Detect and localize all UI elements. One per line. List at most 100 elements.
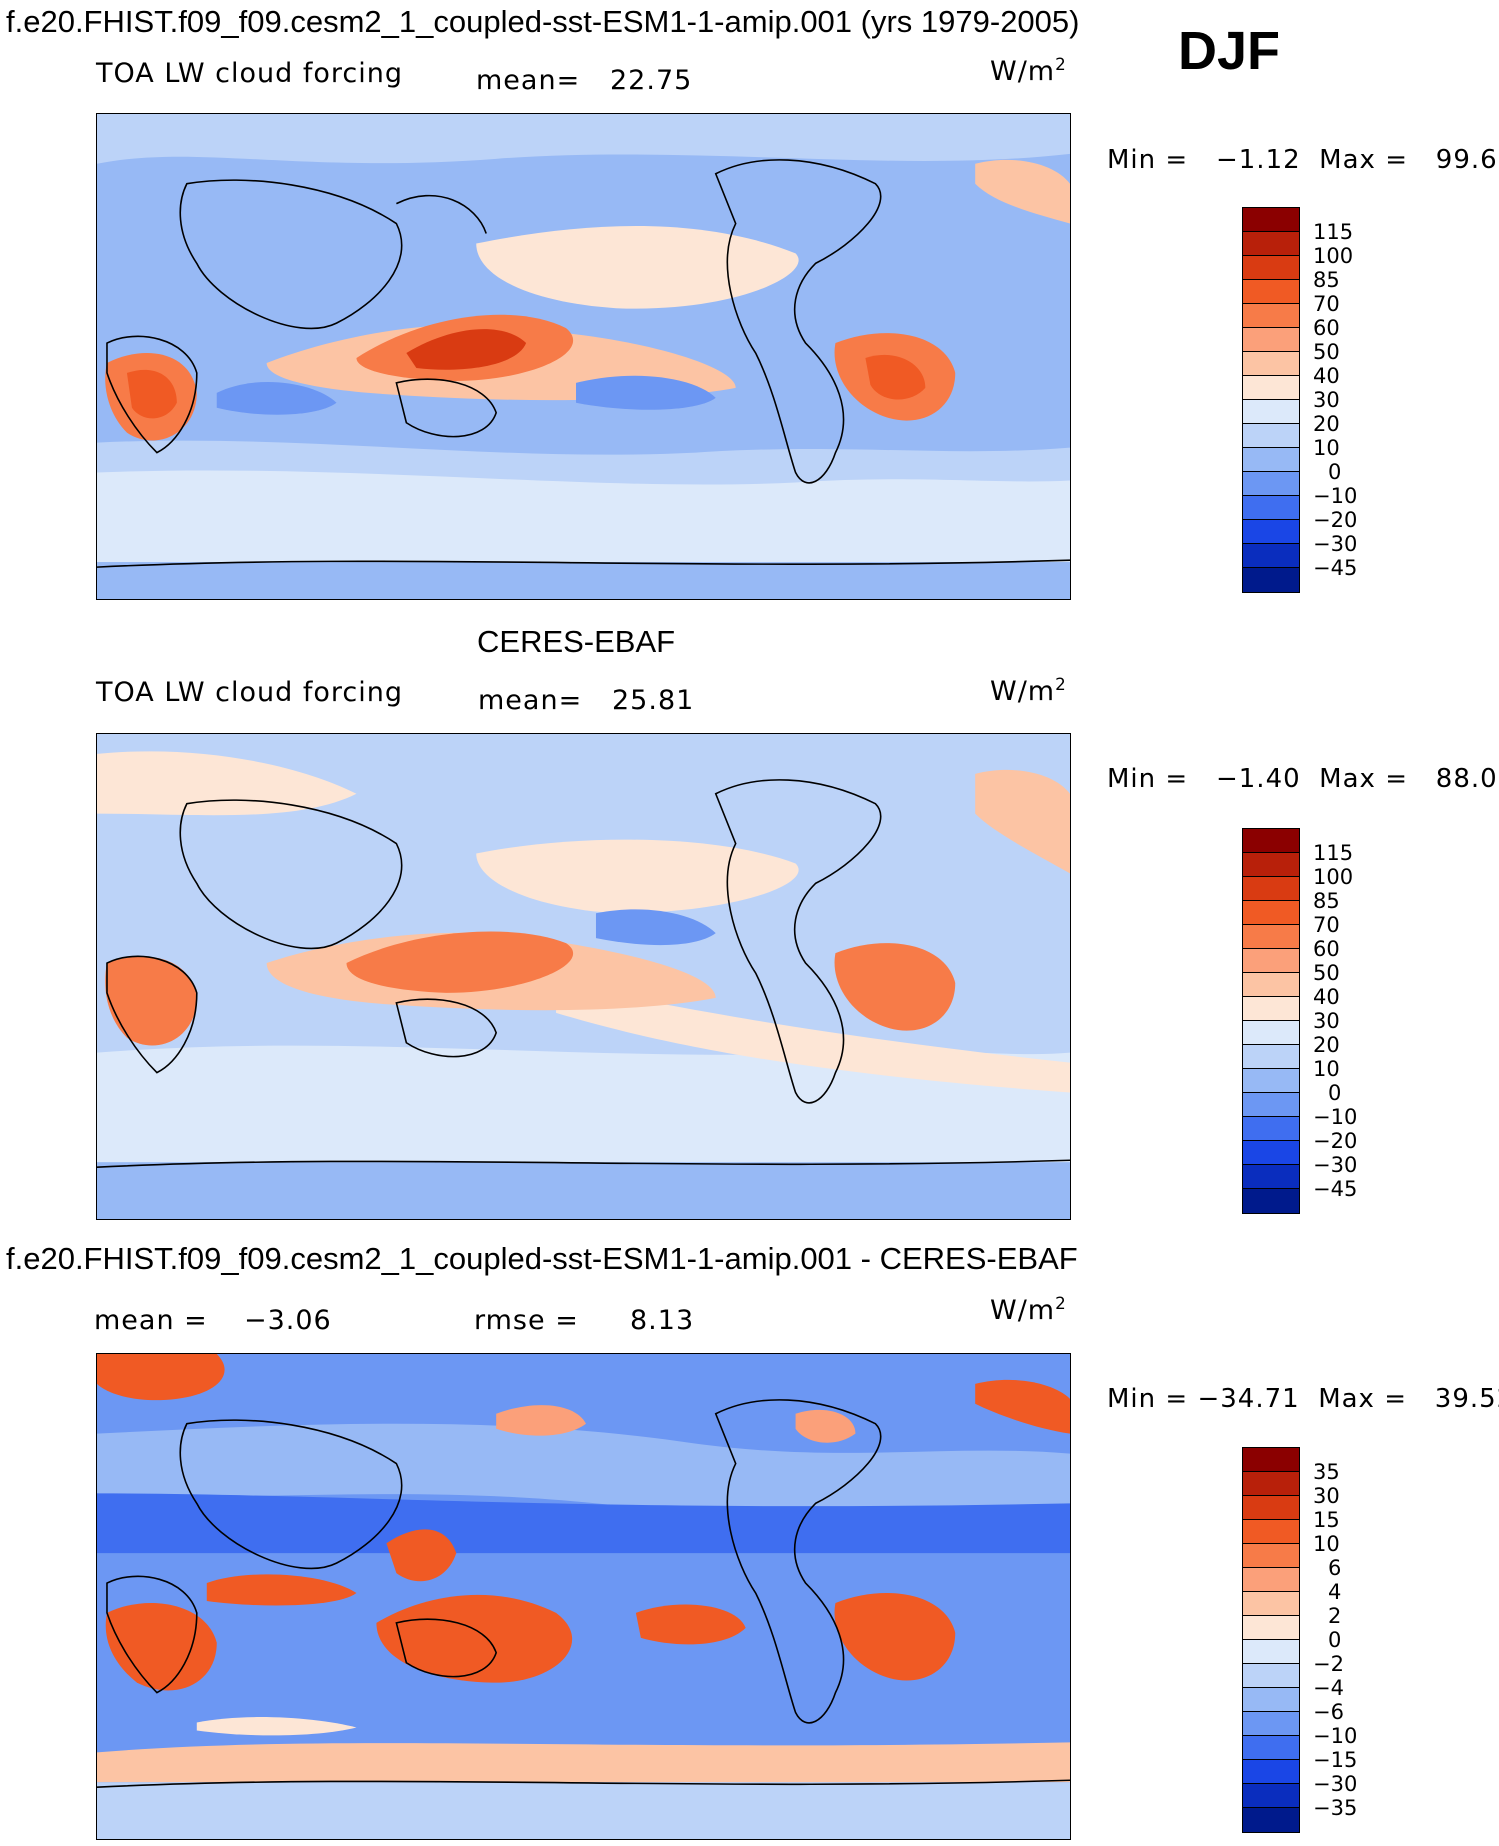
panel3-colorbar xyxy=(1242,1447,1300,1833)
colorbar-tick-label: −10 xyxy=(1313,1105,1358,1129)
colorbar-swatch xyxy=(1243,1808,1299,1832)
colorbar-tick-label: −6 xyxy=(1313,1700,1344,1724)
colorbar-swatch xyxy=(1243,472,1299,496)
panel2-colorbar xyxy=(1242,828,1300,1214)
colorbar-tick-label: −30 xyxy=(1313,1153,1358,1177)
colorbar-swatch xyxy=(1243,232,1299,256)
colorbar-tick-label: 0 xyxy=(1328,460,1342,484)
colorbar-tick-label: 35 xyxy=(1313,1460,1340,1484)
figure-title: f.e20.FHIST.f09_f09.cesm2_1_coupled-sst-… xyxy=(6,4,1080,39)
colorbar-swatch xyxy=(1243,1045,1299,1069)
panel3-units: W/m2 xyxy=(990,1293,1067,1326)
colorbar-swatch xyxy=(1243,208,1299,232)
colorbar-swatch xyxy=(1243,1544,1299,1568)
colorbar-swatch xyxy=(1243,1069,1299,1093)
colorbar-swatch xyxy=(1243,1472,1299,1496)
colorbar-swatch xyxy=(1243,376,1299,400)
colorbar-swatch xyxy=(1243,328,1299,352)
colorbar-swatch xyxy=(1243,925,1299,949)
colorbar-tick-label: −2 xyxy=(1313,1652,1344,1676)
colorbar-swatch xyxy=(1243,973,1299,997)
colorbar-tick-label: −30 xyxy=(1313,1772,1358,1796)
colorbar-swatch xyxy=(1243,901,1299,925)
colorbar-swatch xyxy=(1243,1640,1299,1664)
colorbar-swatch xyxy=(1243,568,1299,592)
colorbar-swatch xyxy=(1243,1520,1299,1544)
colorbar-tick-label: 0 xyxy=(1328,1081,1342,1105)
colorbar-tick-label: 85 xyxy=(1313,889,1340,913)
colorbar-swatch xyxy=(1243,424,1299,448)
colorbar-tick-label: −10 xyxy=(1313,1724,1358,1748)
panel3-rmse-value: 8.13 xyxy=(630,1305,695,1336)
colorbar-tick-label: 115 xyxy=(1313,220,1354,244)
panel1-mean-value: 22.75 xyxy=(610,65,693,96)
panel2-mean-label: mean= xyxy=(478,685,583,716)
panel2-map xyxy=(96,733,1071,1220)
colorbar-tick-label: 85 xyxy=(1313,268,1340,292)
colorbar-tick-label: 20 xyxy=(1313,412,1340,436)
colorbar-swatch xyxy=(1243,1141,1299,1165)
panel3-rmse-label: rmse = xyxy=(474,1305,579,1336)
colorbar-swatch xyxy=(1243,949,1299,973)
colorbar-tick-label: 100 xyxy=(1313,865,1354,889)
colorbar-tick-label: 20 xyxy=(1313,1033,1340,1057)
colorbar-swatch xyxy=(1243,448,1299,472)
colorbar-swatch xyxy=(1243,1448,1299,1472)
colorbar-tick-label: 10 xyxy=(1313,1532,1340,1556)
colorbar-tick-label: −4 xyxy=(1313,1676,1344,1700)
colorbar-tick-label: −10 xyxy=(1313,484,1358,508)
colorbar-tick-label: 60 xyxy=(1313,316,1340,340)
colorbar-tick-label: 2 xyxy=(1328,1604,1342,1628)
colorbar-tick-label: 40 xyxy=(1313,364,1340,388)
colorbar-tick-label: 10 xyxy=(1313,436,1340,460)
panel2-mean-value: 25.81 xyxy=(612,685,695,716)
panel1-variable-label: TOA LW cloud forcing xyxy=(96,58,403,89)
colorbar-tick-label: −45 xyxy=(1313,1177,1358,1201)
colorbar-tick-label: 30 xyxy=(1313,1009,1340,1033)
colorbar-swatch xyxy=(1243,1736,1299,1760)
panel2-heading: CERES-EBAF xyxy=(477,624,676,659)
colorbar-tick-label: 70 xyxy=(1313,913,1340,937)
colorbar-swatch xyxy=(1243,280,1299,304)
colorbar-swatch xyxy=(1243,352,1299,376)
colorbar-swatch xyxy=(1243,1165,1299,1189)
colorbar-swatch xyxy=(1243,853,1299,877)
panel1-colorbar xyxy=(1242,207,1300,593)
colorbar-tick-label: 60 xyxy=(1313,937,1340,961)
colorbar-swatch xyxy=(1243,520,1299,544)
colorbar-tick-label: 30 xyxy=(1313,1484,1340,1508)
colorbar-tick-label: 30 xyxy=(1313,388,1340,412)
colorbar-swatch xyxy=(1243,1592,1299,1616)
panel1-min-max: Min = −1.12 Max = 99.61 xyxy=(1107,145,1499,175)
colorbar-tick-label: −15 xyxy=(1313,1748,1358,1772)
colorbar-tick-label: 4 xyxy=(1328,1580,1342,1604)
panel3-min-max: Min = −34.71 Max = 39.52 xyxy=(1107,1384,1499,1414)
colorbar-swatch xyxy=(1243,997,1299,1021)
colorbar-swatch xyxy=(1243,1021,1299,1045)
colorbar-swatch xyxy=(1243,1496,1299,1520)
colorbar-swatch xyxy=(1243,829,1299,853)
colorbar-tick-label: 10 xyxy=(1313,1057,1340,1081)
colorbar-swatch xyxy=(1243,400,1299,424)
colorbar-swatch xyxy=(1243,1712,1299,1736)
colorbar-swatch xyxy=(1243,544,1299,568)
panel2-min-max: Min = −1.40 Max = 88.08 xyxy=(1107,764,1499,794)
colorbar-tick-label: 40 xyxy=(1313,985,1340,1009)
panel3-map xyxy=(96,1353,1071,1840)
colorbar-tick-label: 6 xyxy=(1328,1556,1342,1580)
panel3-heading: f.e20.FHIST.f09_f09.cesm2_1_coupled-sst-… xyxy=(6,1241,1078,1276)
colorbar-swatch xyxy=(1243,1760,1299,1784)
panel3-mean-label: mean = xyxy=(94,1305,208,1336)
season-label: DJF xyxy=(1178,21,1281,81)
colorbar-swatch xyxy=(1243,1568,1299,1592)
colorbar-swatch xyxy=(1243,1688,1299,1712)
colorbar-tick-label: −20 xyxy=(1313,508,1358,532)
panel1-mean-label: mean= xyxy=(476,65,581,96)
colorbar-tick-label: −20 xyxy=(1313,1129,1358,1153)
colorbar-swatch xyxy=(1243,256,1299,280)
colorbar-tick-label: 0 xyxy=(1328,1628,1342,1652)
colorbar-tick-label: 15 xyxy=(1313,1508,1340,1532)
panel3-mean-value: −3.06 xyxy=(244,1305,332,1336)
colorbar-swatch xyxy=(1243,496,1299,520)
colorbar-swatch xyxy=(1243,1117,1299,1141)
